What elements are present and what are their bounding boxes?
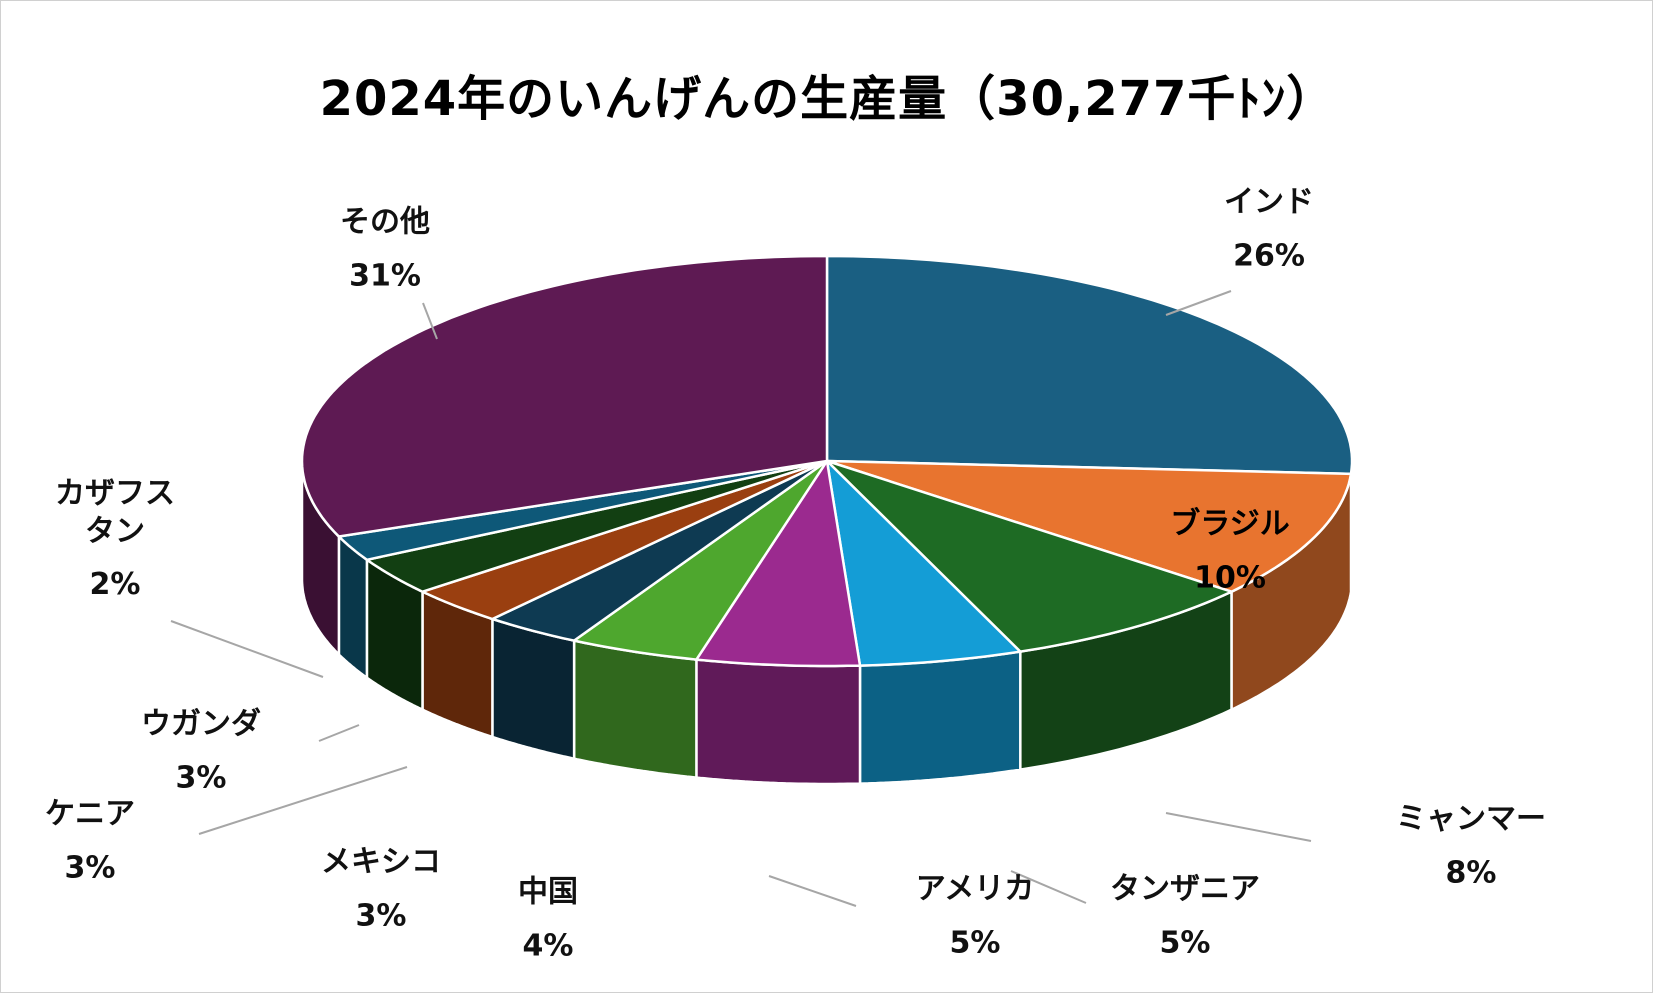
data-label: インド 26% [1224, 184, 1314, 275]
leader-line-4 [768, 875, 857, 907]
data-label-name: ケニア [45, 796, 135, 832]
data-label-percent: 26% [1233, 238, 1305, 273]
leader-line-2 [1165, 812, 1312, 842]
pie-side-4 [695, 658, 862, 786]
pie-slice-7 [419, 459, 828, 621]
leader-lines [170, 290, 1312, 907]
leader-line-0 [1165, 290, 1232, 316]
data-label-percent: 8% [1445, 855, 1497, 890]
data-label: アメリカ 5% [916, 871, 1035, 962]
data-label-percent: 3% [355, 898, 407, 933]
pie-slice-2 [826, 459, 1235, 653]
leader-line-10 [422, 302, 438, 340]
data-label-name: その他 [340, 204, 430, 240]
data-label-name: ブラジル [1170, 506, 1290, 542]
pie-side-5 [572, 639, 698, 780]
data-label: その他 31% [340, 204, 430, 295]
leader-line-3 [1010, 870, 1087, 904]
data-label-percent: 10% [1194, 560, 1266, 595]
data-label-name: カザフス タン [55, 475, 175, 549]
data-label: メキシコ 3% [321, 844, 441, 935]
pie-slice-9 [336, 459, 828, 562]
data-label-name: 中国 [518, 874, 578, 910]
data-label-name: アメリカ [915, 871, 1035, 907]
data-label: ブラジル 10% [1170, 506, 1289, 597]
data-label-name: メキシコ [321, 844, 441, 880]
pie-slice-4 [694, 457, 862, 668]
leader-line-9 [170, 620, 324, 678]
data-label-percent: 3% [175, 760, 227, 795]
pie-slice-5 [571, 459, 829, 661]
pie-side-3 [858, 650, 1022, 785]
pie-top [300, 254, 1354, 668]
pie-sides [300, 461, 1354, 786]
data-label-percent: 4% [522, 928, 574, 963]
data-label-name: タンザニア [1110, 871, 1260, 907]
leader-line-8 [318, 724, 360, 742]
data-label-percent: 31% [349, 258, 421, 293]
pie-slice-0 [825, 254, 1354, 476]
data-label-percent: 2% [89, 566, 141, 602]
data-label-percent: 5% [1159, 925, 1211, 960]
data-label-percent: 3% [64, 850, 116, 885]
chart-title: 2024年のいんげんの生産量（30,277千ﾄﾝ） [319, 71, 1336, 127]
pie-slice-6 [488, 459, 828, 642]
data-label: 中国 4% [518, 874, 578, 965]
data-label-name: ウガンダ [141, 706, 261, 742]
data-label-name: ミャンマー [1396, 801, 1546, 837]
pie-slice-10 [300, 254, 829, 538]
pie-slice-1 [826, 459, 1353, 594]
pie-slice-3 [825, 457, 1023, 667]
pie-side-6 [491, 617, 576, 761]
data-label: タンザニア 5% [1110, 871, 1260, 962]
data-label: ウガンダ 3% [141, 706, 261, 797]
data-label-name: インド [1224, 184, 1314, 220]
pie-slice-8 [363, 459, 828, 594]
data-label: カザフス タン 2% [55, 475, 175, 604]
data-label-percent: 5% [949, 925, 1001, 960]
leader-line-7 [198, 766, 408, 835]
data-label: ミャンマー 8% [1396, 801, 1546, 892]
data-label: ケニア 3% [45, 796, 135, 887]
